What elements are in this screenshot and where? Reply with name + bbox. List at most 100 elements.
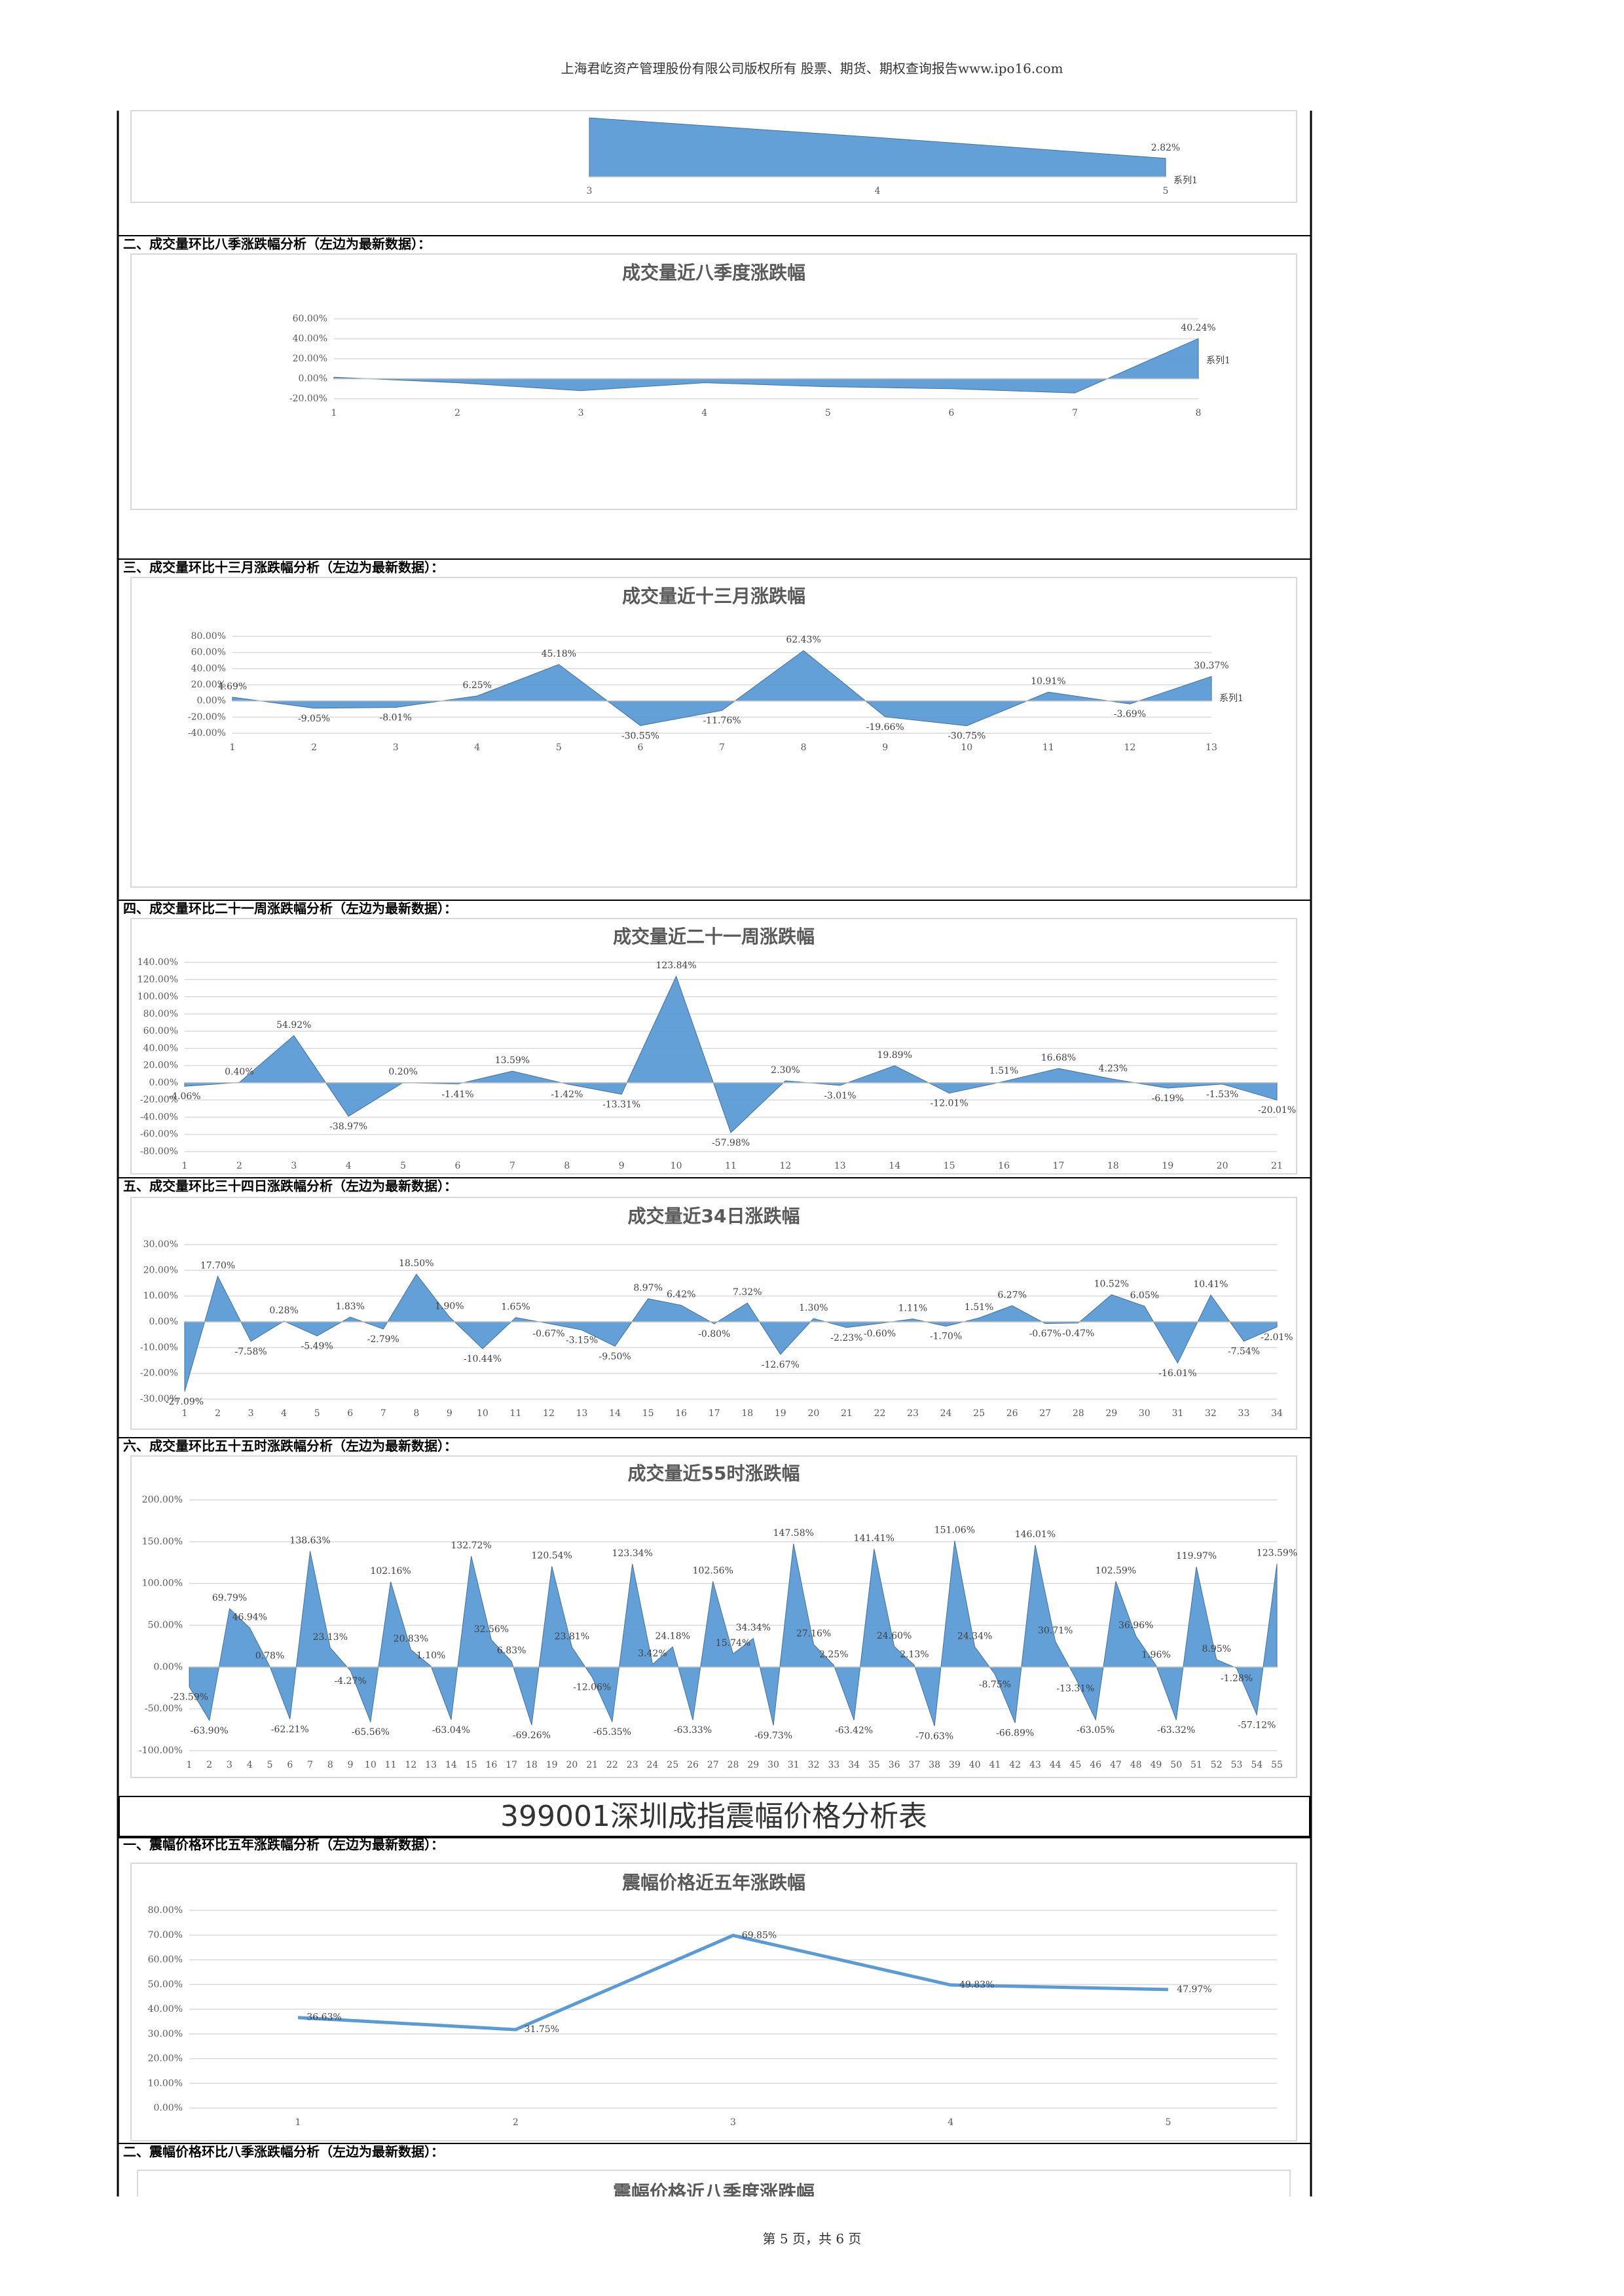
area: [333, 338, 1199, 393]
value-label: 4.23%: [1099, 1063, 1128, 1074]
value-label: 102.16%: [370, 1566, 411, 1576]
x-tick-label: 5: [400, 1161, 406, 1171]
x-tick-label: 21: [1271, 1161, 1283, 1171]
y-tick-label: 60.00%: [191, 647, 226, 658]
value-label: -69.26%: [513, 1730, 551, 1741]
y-tick-label: 30.00%: [143, 1239, 178, 1250]
area: [184, 975, 1278, 1133]
x-tick-label: 39: [949, 1760, 961, 1770]
value-label: 120.54%: [532, 1550, 572, 1561]
x-tick-label: 12: [405, 1760, 416, 1770]
value-label: 23.13%: [313, 1632, 348, 1643]
x-tick-label: 20: [566, 1760, 578, 1770]
y-tick-label: -20.00%: [140, 1095, 178, 1105]
x-tick-label: 19: [775, 1408, 786, 1419]
y-tick-label: 20.00%: [143, 1061, 178, 1071]
value-label: -1.41%: [441, 1089, 473, 1100]
value-label: -20.01%: [1258, 1105, 1296, 1116]
y-tick-label: -10.00%: [140, 1342, 178, 1353]
x-tick-label: 25: [973, 1408, 985, 1419]
x-tick-label: 13: [834, 1161, 846, 1171]
value-label: -0.47%: [1062, 1328, 1094, 1339]
y-tick-label: 40.00%: [293, 334, 327, 344]
value-label: 40.24%: [1181, 323, 1215, 333]
y-tick-label: -60.00%: [140, 1129, 178, 1140]
x-tick-label: 11: [725, 1161, 737, 1171]
value-label: -62.21%: [271, 1724, 309, 1735]
x-tick-label: 27: [707, 1760, 719, 1770]
x-tick-label: 8: [564, 1161, 570, 1171]
y-tick-label: 120.00%: [138, 974, 178, 985]
x-tick-label: 6: [948, 408, 954, 418]
x-tick-label: 47: [1110, 1760, 1122, 1770]
chart-title: 成交量近55时涨跌幅: [628, 1463, 800, 1484]
x-tick-label: 5: [267, 1760, 273, 1770]
y-tick-label: 140.00%: [138, 957, 178, 968]
x-tick-label: 2: [206, 1760, 212, 1770]
area: [184, 1273, 1278, 1392]
x-tick-label: 16: [485, 1760, 497, 1770]
x-tick-label: 5: [1163, 186, 1169, 196]
value-label: -63.42%: [835, 1725, 873, 1736]
chart-title: 成交量近34日涨跌幅: [628, 1205, 800, 1227]
x-tick-label: 7: [380, 1408, 386, 1419]
x-tick-label: 12: [543, 1408, 555, 1419]
title-box: [119, 1796, 1310, 1838]
x-tick-label: 26: [1006, 1408, 1018, 1419]
y-tick-label: 20.00%: [143, 1265, 178, 1275]
value-label: -7.54%: [1228, 1347, 1260, 1357]
value-label: -3.15%: [566, 1335, 598, 1345]
value-label: 69.79%: [212, 1593, 247, 1603]
x-tick-label: 32: [1205, 1408, 1217, 1419]
value-label: -0.67%: [532, 1329, 564, 1339]
x-tick-label: 13: [1206, 742, 1217, 753]
value-label: 1.83%: [335, 1302, 364, 1312]
chart-frame: [130, 1863, 1297, 2141]
x-tick-label: 4: [948, 2117, 953, 2128]
y-tick-label: 40.00%: [148, 2004, 183, 2014]
y-tick-label: -20.00%: [140, 1368, 178, 1379]
x-tick-label: 11: [510, 1408, 522, 1419]
value-label: 3.42%: [638, 1649, 667, 1659]
x-tick-label: 35: [868, 1760, 880, 1770]
x-tick-label: 4: [701, 408, 707, 418]
chart-frame: [130, 577, 1297, 888]
x-tick-label: 16: [675, 1408, 687, 1419]
section-heading: 三、成交量环比十三月涨跌幅分析（左边为最新数据）：: [123, 560, 444, 575]
x-tick-label: 17: [1052, 1161, 1064, 1171]
y-tick-label: 80.00%: [148, 1905, 183, 1916]
x-tick-label: 29: [747, 1760, 759, 1770]
value-label: 2.82%: [1151, 143, 1180, 153]
x-tick-label: 10: [671, 1161, 682, 1171]
value-label: 123.84%: [655, 960, 696, 971]
value-label: 27.16%: [796, 1629, 831, 1639]
value-label: 1.30%: [799, 1303, 828, 1313]
chart-title: 成交量近十三月涨跌幅: [622, 585, 805, 607]
chart: 3 4 5 2.82% 系列1: [130, 110, 1297, 203]
series-name: 系列1: [1173, 175, 1198, 186]
value-label: 16.68%: [1041, 1053, 1076, 1063]
x-tick-label: 5: [314, 1408, 320, 1419]
x-tick-label: 26: [687, 1760, 699, 1770]
chart-title: 成交量近八季度涨跌幅: [622, 262, 805, 283]
value-label: 7.32%: [733, 1287, 762, 1298]
page-header: 上海君屹资产管理股份有限公司版权所有 股票、期货、期权查询报告www.ipo16…: [561, 61, 1063, 77]
y-tick-label: 0.00%: [149, 1317, 178, 1327]
value-label: -0.80%: [698, 1329, 730, 1339]
x-tick-label: 3: [227, 1760, 232, 1770]
x-tick-label: 48: [1130, 1760, 1142, 1770]
value-label: -8.75%: [979, 1680, 1011, 1690]
value-label: 0.78%: [255, 1650, 284, 1661]
value-label: 36.63%: [306, 2013, 341, 2023]
y-tick-label: 20.00%: [148, 2054, 183, 2064]
value-label: -4.27%: [334, 1676, 366, 1686]
x-tick-label: 46: [1090, 1760, 1101, 1770]
x-tick-label: 7: [307, 1760, 313, 1770]
y-tick-label: 80.00%: [191, 631, 226, 642]
value-label: 0.28%: [269, 1305, 298, 1316]
y-tick-label: 150.00%: [142, 1537, 183, 1547]
x-tick-label: 34: [1271, 1408, 1283, 1419]
y-tick-label: 30.00%: [148, 2029, 183, 2039]
x-tick-label: 13: [425, 1760, 437, 1770]
value-label: -2.23%: [830, 1333, 862, 1343]
